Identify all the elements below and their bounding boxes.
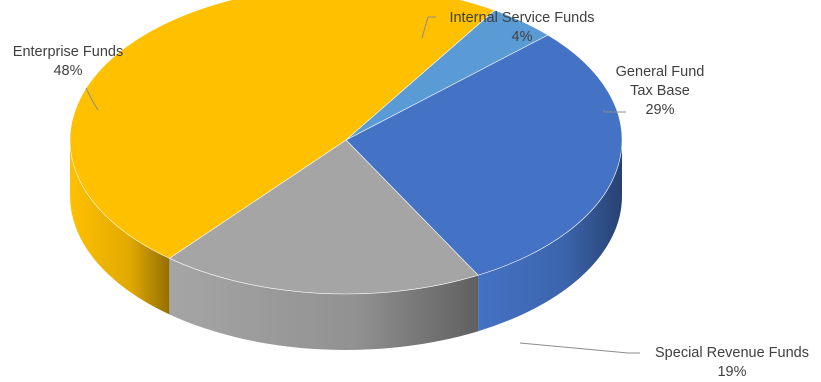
category-label-enterprise-funds: Enterprise Funds (13, 44, 123, 60)
leader-lines (85, 16, 640, 354)
pie-slice-enterprise-funds (69, 0, 496, 259)
value-label-internal-service-funds: 4% (512, 29, 533, 45)
data-label-general-fund-tax-base: General Fund Tax Base 29% (616, 64, 705, 118)
leader-line-enterprise-funds (85, 87, 99, 111)
pie-side-walls (69, 140, 622, 350)
pie-slice-internal-service-funds (345, 9, 549, 141)
side-wall-shade-special-revenue-funds (169, 258, 479, 350)
leader-line-general-fund-tax-base (603, 110, 626, 113)
data-label-internal-service-funds: Internal Service Funds 4% (449, 10, 594, 45)
category-label-internal-service-funds: Internal Service Funds (449, 10, 594, 26)
value-label-general-fund-tax-base: 29% (645, 102, 674, 118)
leader-line-special-revenue-funds (519, 342, 640, 354)
category-label-general-fund-tax-base: Tax Base (630, 83, 690, 99)
value-label-enterprise-funds: 48% (53, 63, 82, 79)
category-label-special-revenue-funds: Special Revenue Funds (655, 345, 809, 361)
side-wall-shade-enterprise-funds (69, 140, 170, 315)
pie-slice-special-revenue-funds (168, 139, 479, 295)
leader-line-internal-service-funds (421, 16, 436, 39)
value-label-special-revenue-funds: 19% (717, 364, 746, 380)
pie-slice-general-fund-tax-base (345, 34, 623, 276)
category-label-general-fund-tax-base: General Fund (616, 64, 705, 80)
data-label-enterprise-funds: Enterprise Funds 48% (13, 44, 123, 79)
side-wall-shade-general-fund-tax-base (478, 140, 622, 332)
data-labels: General Fund Tax Base 29% Special Revenue F… (13, 10, 809, 380)
data-label-special-revenue-funds: Special Revenue Funds 19% (655, 345, 809, 380)
pie-top-faces (69, 0, 623, 295)
